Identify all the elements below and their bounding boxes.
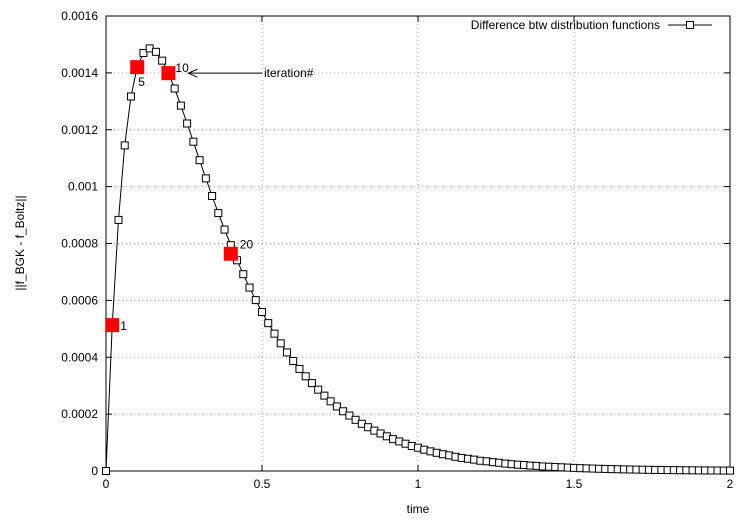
highlight-marker (223, 246, 238, 261)
legend: Difference btw distribution functions (471, 18, 712, 32)
x-tick-label: 0 (103, 477, 110, 491)
highlight-marker (105, 318, 120, 333)
data-point (158, 56, 167, 65)
highlight-label: 1 (120, 319, 127, 333)
data-point (245, 283, 254, 292)
y-tick-label: 0.0014 (61, 66, 98, 80)
data-point (176, 101, 185, 110)
data-point (239, 270, 248, 279)
data-point (289, 356, 298, 365)
y-tick-label: 0.0004 (61, 350, 98, 364)
data-point (345, 411, 354, 420)
highlight-layer: 1 5 10 20 (105, 60, 253, 333)
data-point (264, 319, 273, 328)
y-tick-label: 0.0016 (61, 9, 98, 23)
y-axis-title: ||f_BGK - f_Boltz|| (13, 195, 27, 290)
x-tick-label: 1 (415, 477, 422, 491)
data-point (201, 174, 210, 183)
y-tick-label: 0 (91, 464, 98, 478)
data-point (314, 385, 323, 394)
data-point (258, 308, 266, 317)
annotation-arrowhead (187, 68, 198, 78)
data-point (208, 192, 217, 201)
data-point (183, 119, 192, 128)
data-point (307, 379, 316, 388)
data-point (120, 141, 129, 150)
y-tick-label: 0.0002 (61, 407, 98, 421)
x-tick-label: 2 (727, 477, 734, 491)
x-axis-title: time (407, 502, 430, 516)
legend-marker (686, 21, 694, 29)
data-point (251, 296, 260, 305)
highlight-label: 20 (240, 238, 254, 252)
data-point (270, 329, 279, 338)
data-point (295, 364, 304, 373)
data-point (151, 47, 160, 56)
data-point (726, 466, 734, 475)
y-tick-label: 0.0008 (61, 237, 98, 251)
y-tick-label: 0.0006 (61, 293, 98, 307)
highlight-marker (161, 66, 176, 81)
data-point (339, 407, 348, 416)
data-point (126, 92, 135, 101)
y-tick-label: 0.001 (68, 180, 98, 194)
highlight-label: 5 (138, 75, 145, 89)
series-layer (102, 44, 734, 475)
highlight-marker (130, 60, 145, 75)
data-point (139, 48, 148, 57)
data-point (301, 372, 310, 381)
data-point (189, 137, 198, 146)
data-point (220, 225, 229, 234)
data-point (114, 215, 123, 224)
data-point (282, 348, 291, 357)
tick-labels: 0 0.5 1 1.5 200.00020.00040.00060.00080.0010… (61, 9, 733, 491)
x-tick-label: 1.5 (566, 477, 583, 491)
annotation-layer: iteration# (187, 66, 314, 80)
data-point (102, 467, 110, 475)
annotation-text: iteration# (264, 66, 314, 80)
data-point (326, 397, 335, 406)
data-point (195, 156, 204, 165)
x-tick-label: 0.5 (254, 477, 271, 491)
highlight-label: 10 (175, 61, 189, 75)
data-point (320, 391, 329, 400)
y-tick-label: 0.0012 (61, 123, 98, 137)
legend-label: Difference btw distribution functions (471, 18, 660, 32)
axis-ticks (105, 15, 731, 472)
data-point (170, 84, 179, 93)
grid (106, 16, 730, 471)
data-point (214, 209, 223, 218)
data-point (332, 402, 341, 411)
data-point (276, 339, 285, 348)
series-line (105, 47, 731, 472)
